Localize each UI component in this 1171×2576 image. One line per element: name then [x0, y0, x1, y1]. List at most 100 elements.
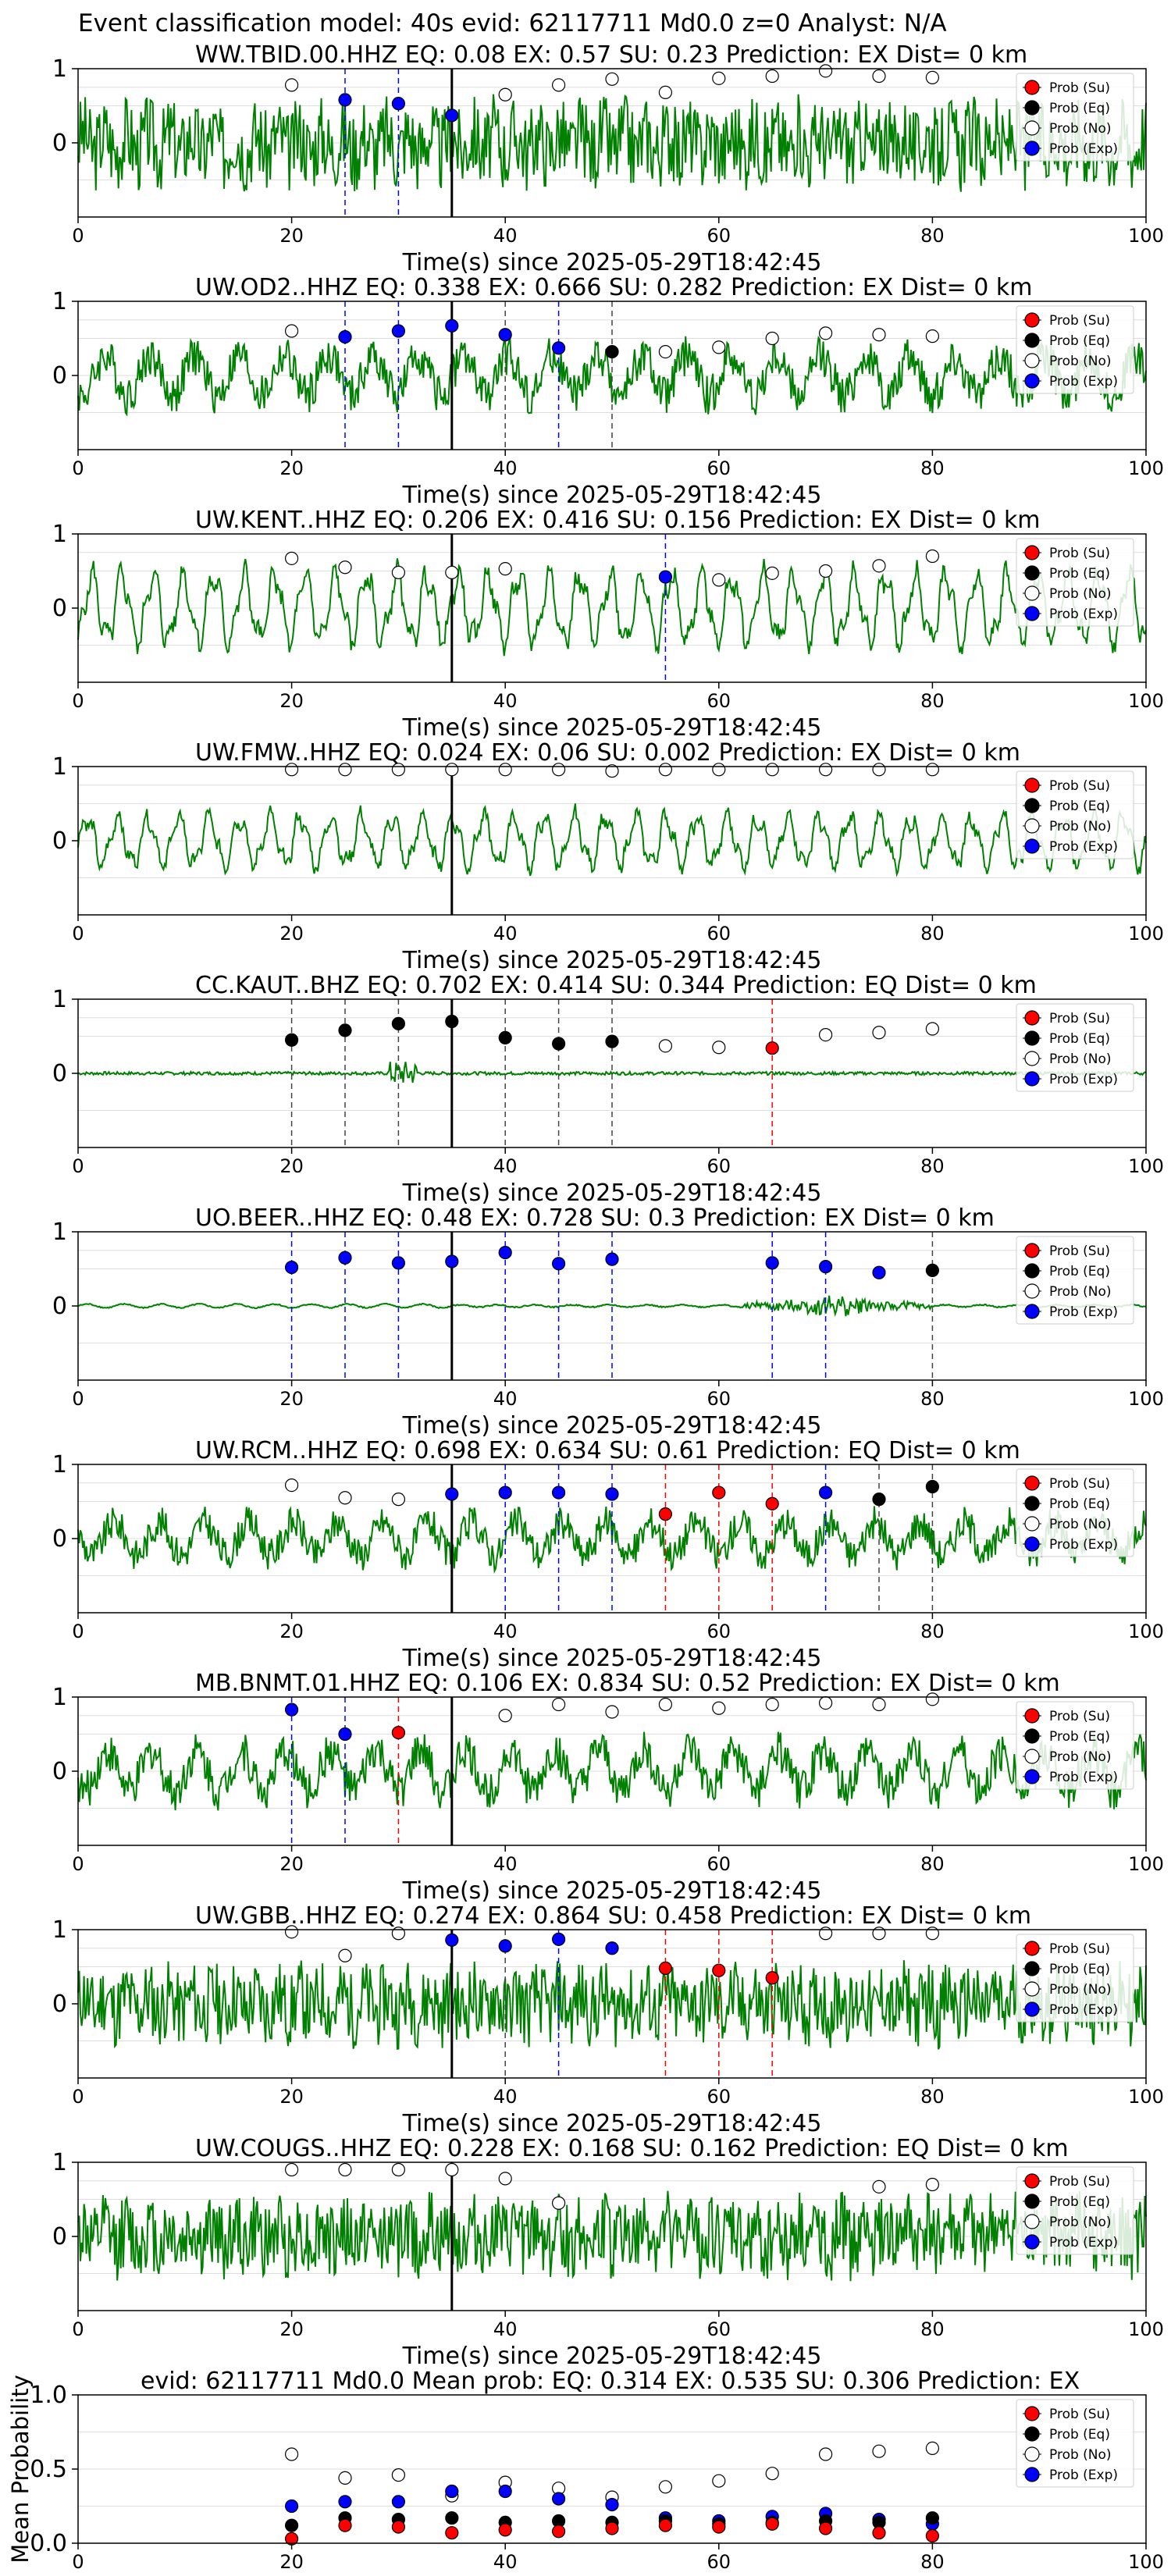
prob-marker-no: [765, 69, 779, 84]
mean-marker-su: [925, 2528, 940, 2543]
xtick-label: 20: [279, 2318, 304, 2340]
prob-marker-exp: [445, 109, 459, 123]
xlabel: Time(s) since 2025-05-29T18:42:45: [402, 947, 822, 974]
prob-marker-exp: [391, 1256, 405, 1270]
xtick-label: 100: [1128, 457, 1164, 479]
legend-marker-exp: [1024, 2467, 1040, 2482]
legend-marker-su: [1024, 2173, 1040, 2189]
legend-exp: Prob (Exp): [1049, 374, 1118, 390]
legend-marker-su: [1024, 1941, 1040, 1956]
prob-marker-eq: [445, 1014, 459, 1029]
xtick-label: 20: [279, 1388, 304, 1410]
prob-marker-exp: [338, 1727, 352, 1742]
prob-marker-no: [818, 564, 833, 578]
xtick-label: 60: [707, 2086, 731, 2108]
legend-exp: Prob (Exp): [1049, 839, 1118, 855]
mean-marker-su: [498, 2523, 512, 2537]
prob-marker-eq: [925, 1263, 940, 1278]
panel-title: CC.KAUT..BHZ EQ: 0.702 EX: 0.414 SU: 0.3…: [195, 972, 1037, 999]
xtick-label: 100: [1128, 923, 1164, 945]
ytick-label: 0.5: [30, 2456, 67, 2483]
prob-marker-no: [285, 324, 299, 338]
waveform: [77, 94, 1147, 192]
xtick-label: 0: [72, 1621, 84, 1642]
prob-marker-no: [605, 1705, 619, 1719]
panel-5: UO.BEER..HHZ EQ: 0.48 EX: 0.728 SU: 0.3 …: [52, 1204, 1164, 1439]
xtick-label: 60: [707, 2318, 731, 2340]
prob-marker-no: [765, 763, 779, 777]
prob-marker-no: [551, 1697, 566, 1712]
prob-marker-no: [391, 763, 405, 777]
legend-marker-eq: [1024, 1961, 1040, 1976]
mean-marker-eq: [445, 2511, 459, 2525]
mean-marker-no: [285, 2447, 299, 2461]
legend-marker-no: [1024, 1283, 1040, 1299]
legend-box: [1016, 1003, 1134, 1092]
xtick-label: 80: [920, 225, 945, 247]
prob-marker-exp: [445, 1933, 459, 1947]
prob-marker-no: [551, 78, 566, 92]
prob-marker-no: [285, 2162, 299, 2177]
xtick-label: 100: [1128, 2086, 1164, 2108]
panel-title: UW.OD2..HHZ EQ: 0.338 EX: 0.666 SU: 0.28…: [195, 274, 1033, 301]
mean-marker-eq: [925, 2511, 940, 2525]
xlabel: Time(s) since 2025-05-29T18:42:45: [402, 1645, 822, 1672]
prob-marker-exp: [551, 1932, 566, 1946]
xtick-label: 40: [493, 1853, 518, 1875]
xtick-label: 80: [920, 1155, 945, 1177]
prob-marker-no: [925, 1022, 940, 1036]
prob-marker-no: [498, 87, 512, 101]
xtick-label: 100: [1128, 1621, 1164, 1642]
ytick-label: 0: [52, 1525, 67, 1553]
legend-eq: Prob (Eq): [1049, 1031, 1110, 1047]
legend-marker-su: [1024, 1243, 1040, 1258]
xtick-label: 80: [920, 2551, 945, 2573]
prob-marker-no: [338, 1948, 352, 1962]
legend-marker-su: [1024, 1708, 1040, 1724]
mean-marker-no: [872, 2444, 886, 2458]
xtick-label: 60: [707, 1853, 731, 1875]
prob-marker-exp: [605, 1487, 619, 1501]
prob-marker-exp: [498, 1245, 512, 1260]
legend-box: [1016, 1468, 1134, 1557]
xtick-label: 80: [920, 1853, 945, 1875]
legend-marker-eq: [1024, 1263, 1040, 1279]
prob-marker-no: [925, 549, 940, 564]
prob-marker-no: [925, 70, 940, 85]
legend-marker-su: [1024, 777, 1040, 793]
ytick-label: 1: [52, 1916, 67, 1944]
panel-title: MB.BNMT.01.HHZ EQ: 0.106 EX: 0.834 SU: 0…: [195, 1670, 1060, 1697]
legend-eq: Prob (Eq): [1049, 333, 1110, 349]
legend-marker-no: [1024, 1051, 1040, 1066]
mean-marker-eq: [285, 2518, 299, 2532]
ytick-label: 0: [52, 1991, 67, 2018]
legend-marker-su: [1024, 312, 1040, 328]
prob-marker-no: [712, 573, 726, 587]
prob-marker-no: [551, 2196, 566, 2210]
legend-eq: Prob (Eq): [1049, 1496, 1110, 1512]
ytick-label: 1: [52, 986, 67, 1013]
mean-marker-su: [338, 2518, 352, 2532]
legend-exp: Prob (Exp): [1049, 2467, 1118, 2483]
mean-marker-su: [712, 2520, 726, 2534]
legend-marker-exp: [1024, 2001, 1040, 2017]
prob-marker-su: [658, 1507, 673, 1521]
prob-marker-no: [818, 763, 833, 777]
prob-marker-exp: [338, 330, 352, 344]
legend-marker-eq: [1024, 565, 1040, 581]
legend-no: Prob (No): [1049, 1749, 1112, 1765]
prob-marker-exp: [285, 1260, 299, 1275]
prob-marker-eq: [338, 1023, 352, 1037]
prob-marker-exp: [872, 1265, 886, 1279]
mean-marker-no: [818, 2447, 833, 2461]
panel-3: UW.FMW..HHZ EQ: 0.024 EX: 0.06 SU: 0.002…: [52, 739, 1164, 974]
legend-marker-exp: [1024, 373, 1040, 389]
legend-su: Prob (Su): [1049, 2174, 1110, 2190]
prob-marker-no: [338, 560, 352, 575]
panel-title: UW.RCM..HHZ EQ: 0.698 EX: 0.634 SU: 0.61…: [195, 1437, 1020, 1464]
panel-4: CC.KAUT..BHZ EQ: 0.702 EX: 0.414 SU: 0.3…: [52, 972, 1164, 1207]
legend-su: Prob (Su): [1049, 546, 1110, 561]
mean-marker-su: [658, 2518, 673, 2532]
legend-marker-eq: [1024, 2194, 1040, 2209]
